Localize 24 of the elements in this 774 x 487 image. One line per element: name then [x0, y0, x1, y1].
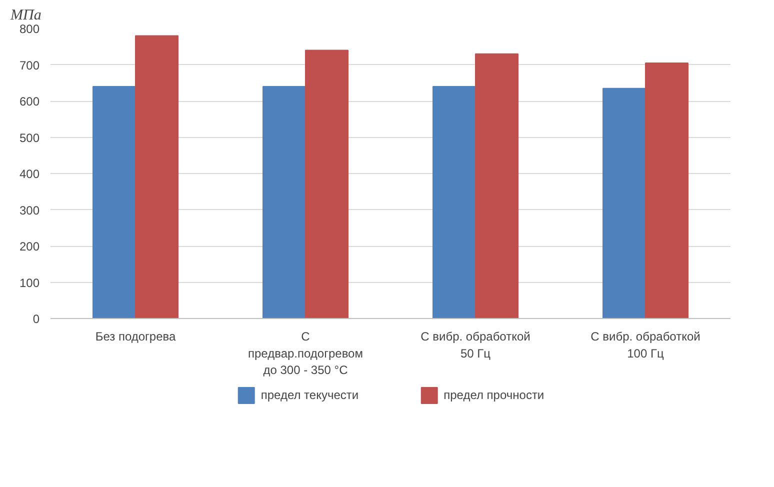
legend-label: предел текучести — [260, 388, 359, 402]
bar — [305, 50, 348, 318]
y-axis-title: МПа — [10, 8, 42, 24]
y-tick-label: 700 — [19, 58, 40, 72]
x-tick-label: С предвар.подогревом до 300 - 350 °C — [248, 330, 363, 378]
bar — [262, 86, 306, 318]
y-tick-label: 300 — [19, 203, 40, 218]
bar — [135, 35, 178, 318]
bar — [645, 62, 688, 318]
x-tick-label: С вибр. обработкой 100 Гц — [590, 330, 700, 360]
y-tick-label: 200 — [19, 240, 40, 254]
bar — [602, 88, 646, 318]
x-tick-label: С вибр. обработкой 50 Гц — [420, 330, 530, 360]
bar — [432, 86, 476, 318]
y-tick-label: 400 — [19, 167, 40, 181]
bar — [475, 53, 518, 318]
bar — [92, 86, 136, 318]
y-tick-label: 500 — [19, 130, 40, 145]
x-tick-label: Без подогрева — [95, 330, 176, 344]
y-tick-label: 100 — [19, 276, 40, 290]
y-tick-label: 0 — [32, 312, 40, 326]
legend-label: предел прочности — [444, 388, 544, 402]
y-tick-label: 600 — [19, 94, 40, 108]
y-tick-label: 800 — [19, 22, 40, 36]
